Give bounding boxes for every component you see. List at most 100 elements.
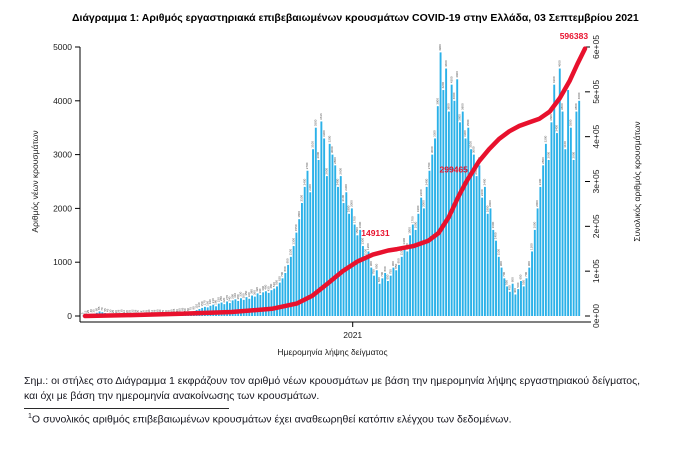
bar-value-label: 5: [81, 312, 85, 314]
bar: [411, 224, 414, 316]
y-axis-left-tick-label: 0: [67, 311, 72, 321]
bar-value-label: 3200: [327, 135, 331, 142]
bar: [406, 251, 409, 316]
bar-value-label: 190: [208, 299, 212, 304]
bar: [564, 149, 567, 316]
bar-value-label: 1100: [363, 249, 367, 256]
bar-value-label: 360: [252, 290, 256, 295]
bar: [314, 127, 317, 316]
bar: [414, 229, 417, 316]
bar-value-label: 3100: [469, 141, 473, 148]
bar-value-label: 2400: [424, 178, 428, 185]
bar-value-label: 3100: [563, 141, 567, 148]
bar-value-label: 1800: [297, 211, 301, 218]
bar-value-label: 950: [286, 258, 290, 263]
y-axis-left-tick-label: 3000: [53, 150, 72, 160]
bar-value-label: 3800: [447, 103, 451, 110]
bar: [492, 229, 495, 316]
bar-value-label: 1700: [352, 216, 356, 223]
bar-value-label: 3400: [555, 125, 559, 132]
y-axis-left-tick-label: 2000: [53, 203, 72, 213]
bar-value-label: 1500: [408, 227, 412, 234]
bar-value-label: 280: [236, 294, 240, 299]
cumulative-total-annotation: 596383: [560, 31, 589, 41]
bar-value-label: 1100: [289, 249, 293, 256]
footnote: 1Ο συνολικός αριθμός επιβεβαιωμένων κρου…: [28, 413, 648, 426]
bar: [495, 240, 497, 316]
bar: [328, 143, 331, 316]
bar-value-label: 150: [200, 301, 204, 306]
bar-value-label: 85: [97, 306, 101, 310]
bar: [301, 203, 303, 316]
bar: [375, 270, 378, 316]
bar: [212, 304, 215, 316]
bar-value-label: 210: [211, 298, 215, 303]
bar-value-label: 40: [175, 309, 179, 313]
bar-value-label: 550: [505, 280, 509, 285]
bar-value-label: 2000: [422, 200, 426, 207]
bar-value-label: 1300: [402, 238, 406, 245]
x-axis-title: Ημερομηνία λήψης δείγματος: [277, 347, 387, 357]
bar-value-label: 600: [510, 277, 514, 282]
bar-value-label: 2700: [305, 162, 309, 169]
bar-value-label: 2400: [483, 178, 487, 185]
footnote-text: Ο συνολικός αριθμός επιβεβαιωμένων κρουσ…: [31, 413, 512, 426]
bar: [569, 127, 572, 316]
footnote-separator: [24, 408, 229, 409]
bar: [578, 100, 581, 316]
bar: [403, 246, 406, 316]
bar-value-label: 220: [222, 297, 226, 302]
bar: [550, 122, 553, 316]
bar: [228, 303, 231, 316]
bar: [511, 283, 514, 316]
bar: [500, 267, 503, 316]
bar: [292, 246, 295, 316]
bar-value-label: 22: [122, 310, 126, 314]
bar-value-label: 650: [386, 274, 390, 279]
bar-value-label: 4000: [577, 92, 581, 99]
cumulative-annotation: 149131: [361, 228, 390, 238]
bar: [428, 170, 431, 316]
bar: [434, 138, 436, 316]
bar-value-label: 2400: [538, 178, 542, 185]
bar: [572, 159, 575, 316]
bar: [483, 186, 486, 316]
bar: [522, 286, 525, 316]
bar: [370, 267, 373, 316]
bar: [334, 165, 337, 316]
bar: [386, 281, 389, 316]
bar: [392, 267, 395, 316]
bar: [270, 290, 273, 316]
bar-value-label: 2900: [546, 151, 550, 158]
bar-value-label: 3200: [544, 135, 548, 142]
bar: [567, 90, 570, 316]
bar: [264, 291, 267, 316]
bar-value-label: 650: [519, 274, 523, 279]
bar: [364, 256, 367, 316]
bar-value-label: 1900: [347, 205, 351, 212]
bar-value-label: 180: [214, 299, 218, 304]
bar: [384, 272, 387, 316]
bar-value-label: 2800: [541, 157, 545, 164]
bar-value-label: 750: [388, 269, 392, 274]
chart-note: Σημ.: οι στήλες στο Διάγραμμα 1 εκφράζου…: [24, 375, 641, 402]
bar-value-label: 20: [114, 310, 118, 314]
bar-value-label: 28: [117, 309, 121, 313]
bar-value-label: 2600: [338, 168, 342, 175]
bar-value-label: 22: [150, 310, 154, 314]
bar: [417, 213, 420, 316]
bar-value-label: 2100: [341, 195, 345, 202]
bar: [472, 154, 475, 316]
bar-value-label: 240: [228, 296, 232, 301]
bar-value-label: 35: [169, 309, 173, 313]
bar: [281, 278, 284, 316]
bar: [475, 176, 478, 316]
bar-value-label: 3000: [430, 146, 434, 153]
bar-value-label: 1100: [496, 249, 500, 256]
bar: [395, 270, 398, 316]
bar-value-label: 2900: [571, 151, 575, 158]
bar: [240, 298, 242, 316]
bar-value-label: 2800: [333, 157, 337, 164]
bar-value-label: 2700: [427, 162, 431, 169]
bar-value-label: 3500: [313, 119, 317, 126]
